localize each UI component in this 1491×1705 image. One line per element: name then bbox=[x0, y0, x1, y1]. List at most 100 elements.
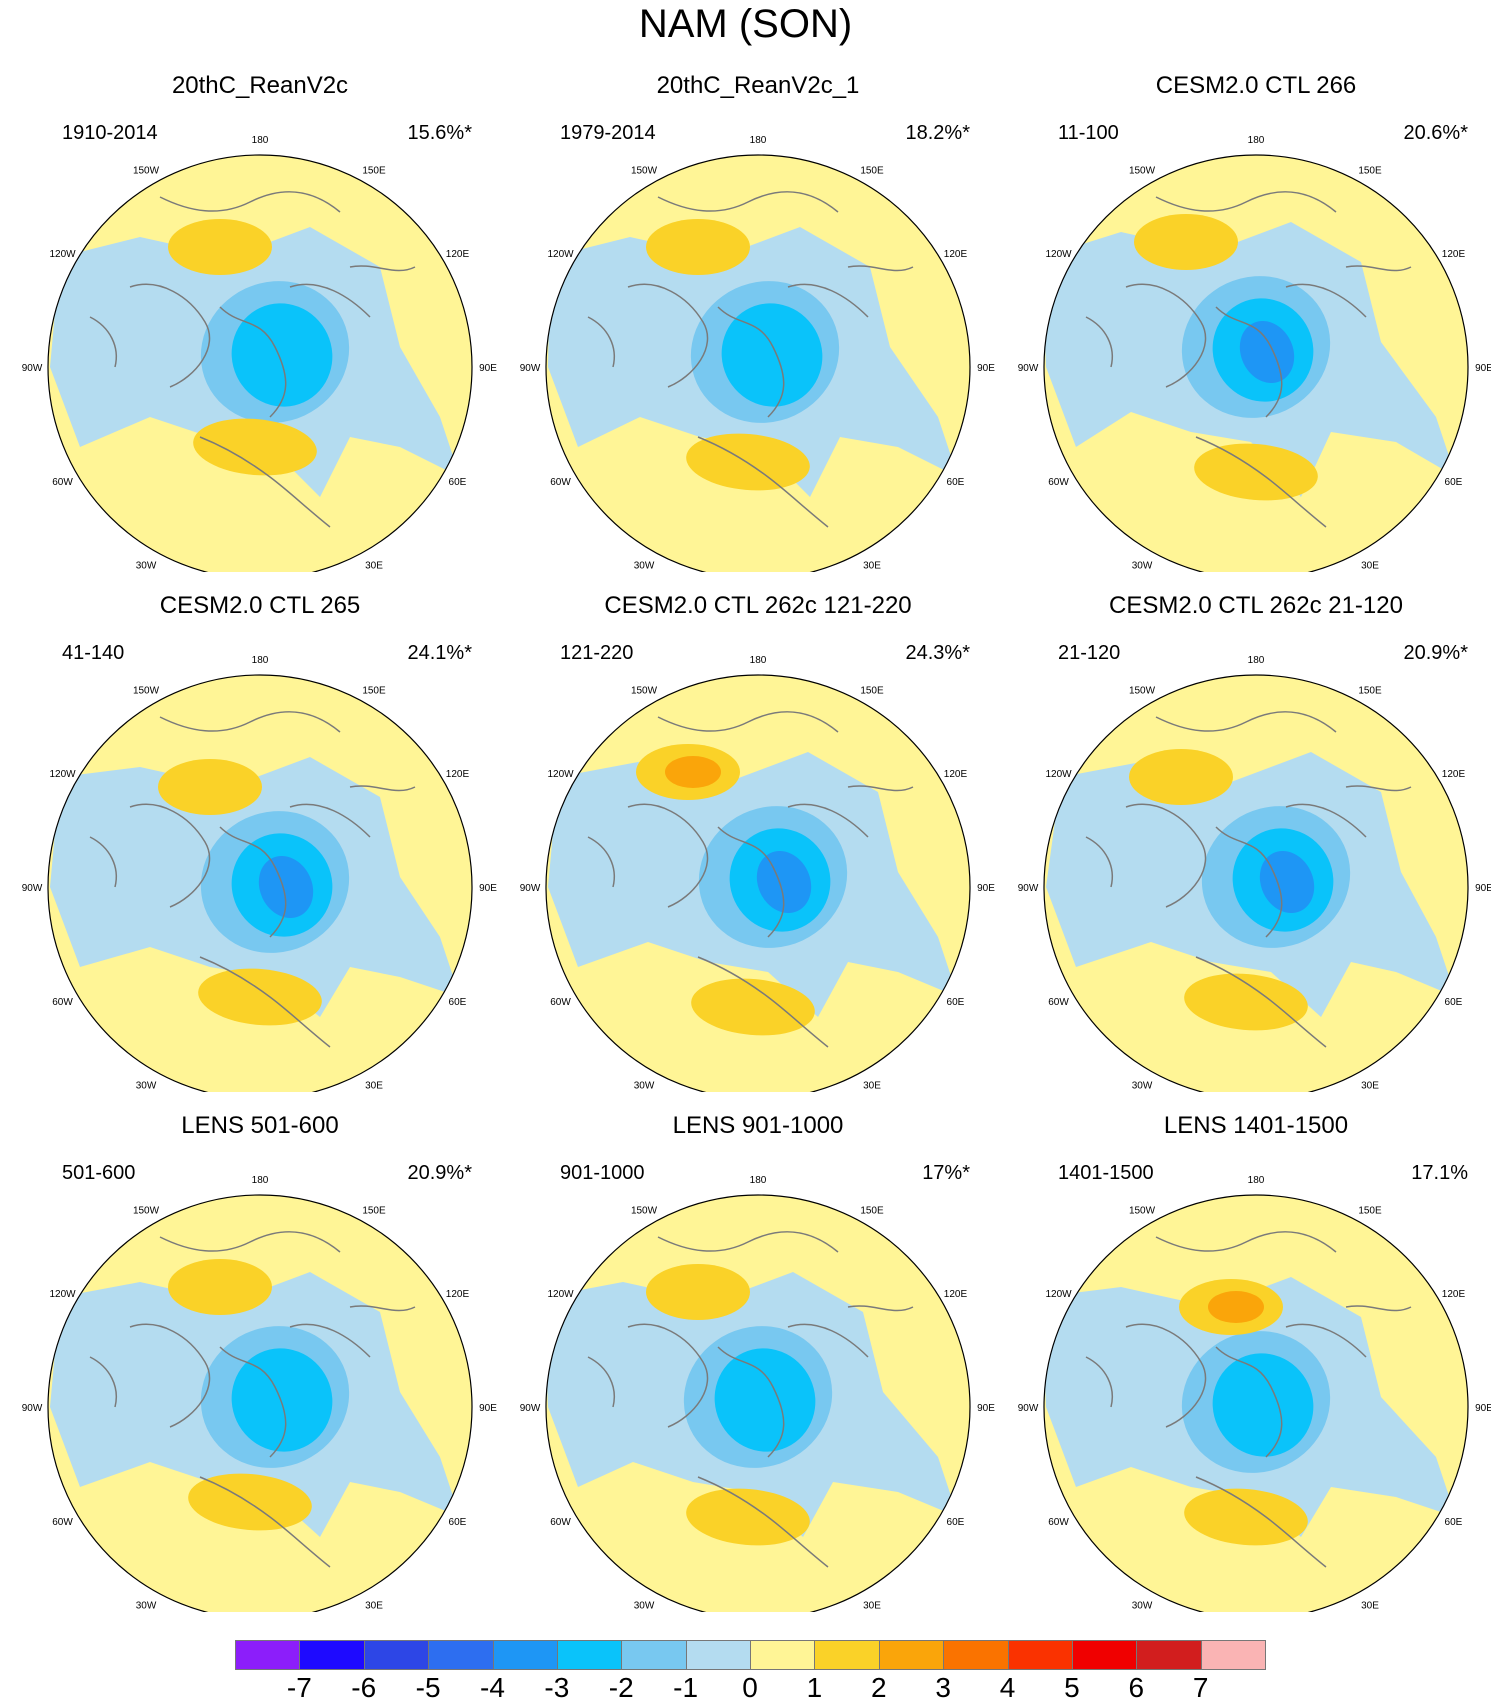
longitude-label: 90E bbox=[479, 883, 497, 894]
map-border bbox=[47, 1194, 473, 1612]
map-border bbox=[1043, 1194, 1469, 1612]
coastline bbox=[1085, 316, 1113, 368]
longitude-label: 150W bbox=[631, 166, 658, 177]
longitude-label: 30E bbox=[863, 560, 881, 571]
longitude-label: 90E bbox=[977, 363, 995, 374]
coastline bbox=[847, 1305, 914, 1312]
longitude-label: 150E bbox=[1358, 1206, 1382, 1217]
coastline bbox=[697, 436, 829, 528]
colorbar-label: -1 bbox=[673, 1672, 699, 1703]
colorbar-label: -7 bbox=[286, 1672, 312, 1703]
negative-region-level3 bbox=[714, 1348, 816, 1452]
longitude-label: 30W bbox=[1132, 1080, 1153, 1091]
positive-region-pacific bbox=[646, 219, 750, 275]
longitude-label: 60W bbox=[52, 477, 73, 488]
longitude-label: 90W bbox=[520, 883, 541, 894]
colorbar-label: 4 bbox=[999, 1672, 1016, 1703]
map-panel: CESM2.0 CTL 266 11-100 20.6%* 180 150E 120E 90… bbox=[1016, 72, 1491, 572]
longitude-label: 60E bbox=[449, 1517, 467, 1528]
longitude-label: 180 bbox=[1248, 1175, 1265, 1186]
map-panel: CESM2.0 CTL 262c 121-220 121-220 24.3%* 180… bbox=[518, 592, 998, 1092]
coastline bbox=[1215, 1346, 1283, 1458]
coastline bbox=[1215, 306, 1283, 418]
panel-period: 41-140 bbox=[62, 642, 125, 664]
positive-region-europe bbox=[1194, 443, 1318, 501]
coastline bbox=[1125, 1323, 1207, 1428]
longitude-label: 30W bbox=[634, 1080, 655, 1091]
panel-variance: 18.2%* bbox=[905, 122, 971, 144]
longitude-label: 60E bbox=[449, 477, 467, 488]
colorbar-label: 1 bbox=[806, 1672, 823, 1703]
colorbar-label: 2 bbox=[870, 1672, 887, 1703]
coastline bbox=[717, 826, 785, 938]
panel-period: 501-600 bbox=[62, 1162, 136, 1184]
coastline bbox=[1195, 956, 1327, 1048]
longitude-label: 30E bbox=[1361, 1080, 1379, 1091]
longitude-label: 90W bbox=[1018, 883, 1039, 894]
longitude-label: 120W bbox=[1045, 1289, 1072, 1300]
coastline bbox=[159, 1231, 341, 1253]
positive-region-europe bbox=[193, 418, 317, 476]
colorbar-swatch bbox=[750, 1640, 816, 1670]
panel-period: 1910-2014 bbox=[62, 122, 158, 144]
colorbar-swatch bbox=[1007, 1640, 1073, 1670]
longitude-label: 180 bbox=[252, 655, 269, 666]
coastline bbox=[1155, 711, 1337, 733]
coastline bbox=[717, 306, 785, 418]
longitude-label: 120E bbox=[446, 249, 470, 260]
coastline bbox=[587, 316, 615, 368]
coastline bbox=[1085, 836, 1113, 888]
longitude-label: 60E bbox=[947, 477, 965, 488]
longitude-label: 150W bbox=[1129, 686, 1156, 697]
map-border bbox=[1043, 154, 1469, 572]
colorbar-swatch bbox=[492, 1640, 558, 1670]
positive-region-pacific bbox=[158, 759, 262, 815]
panel-period: 1401-1500 bbox=[1058, 1162, 1154, 1184]
panel-title: CESM2.0 CTL 266 bbox=[1155, 72, 1357, 99]
longitude-label: 60E bbox=[1445, 997, 1463, 1008]
longitude-label: 180 bbox=[750, 655, 767, 666]
polar-map: 180150E120E90E60E30E030W60W90W120W150W bbox=[22, 655, 497, 1092]
coastline bbox=[159, 191, 341, 213]
coastline bbox=[847, 785, 914, 792]
panel-variance: 24.3%* bbox=[905, 642, 971, 664]
longitude-label: 120W bbox=[49, 249, 76, 260]
longitude-label: 60W bbox=[1048, 1517, 1069, 1528]
colorbar-swatch bbox=[1136, 1640, 1202, 1670]
longitude-label: 60W bbox=[550, 1517, 571, 1528]
coastline bbox=[657, 191, 839, 213]
negative-region-level4 bbox=[1239, 320, 1295, 384]
longitude-label: 90W bbox=[1018, 1403, 1039, 1414]
longitude-label: 30E bbox=[365, 560, 383, 571]
panel-title: 20thC_ReanV2c bbox=[171, 72, 349, 99]
positive-region-europe bbox=[1184, 973, 1308, 1031]
longitude-label: 90E bbox=[479, 1403, 497, 1414]
colorbar-label: -5 bbox=[415, 1672, 441, 1703]
longitude-label: 150E bbox=[362, 1206, 386, 1217]
panel-period: 21-120 bbox=[1058, 642, 1121, 664]
longitude-label: 30W bbox=[136, 1080, 157, 1091]
longitude-label: 30W bbox=[1132, 560, 1153, 571]
longitude-label: 60E bbox=[1445, 477, 1463, 488]
longitude-label: 30E bbox=[365, 1080, 383, 1091]
map-panel: LENS 501-600 501-600 20.9%* 180 150E 120E 90E 6… bbox=[20, 1112, 500, 1612]
longitude-label: 180 bbox=[252, 1175, 269, 1186]
coastline bbox=[219, 1346, 287, 1458]
map-panel: CESM2.0 CTL 265 41-140 24.1%* 180 150E 120E 90… bbox=[20, 592, 500, 1092]
positive-region-pacific bbox=[646, 1264, 750, 1320]
longitude-label: 90E bbox=[1475, 363, 1491, 374]
coastline bbox=[199, 436, 331, 528]
longitude-label: 60E bbox=[947, 1517, 965, 1528]
figure-title: NAM (SON) bbox=[638, 2, 853, 46]
longitude-label: 60W bbox=[1048, 477, 1069, 488]
coastline bbox=[627, 1323, 709, 1428]
map-border bbox=[545, 674, 971, 1092]
colorbar-label: 6 bbox=[1128, 1672, 1145, 1703]
panel-title: LENS 1401-1500 bbox=[1163, 1112, 1349, 1139]
positive-region-europe bbox=[691, 978, 815, 1036]
colorbar-swatch bbox=[363, 1640, 430, 1670]
panel-variance: 15.6%* bbox=[407, 122, 473, 144]
panel-variance: 20.9%* bbox=[1403, 642, 1469, 664]
longitude-label: 150E bbox=[860, 1206, 884, 1217]
longitude-label: 150W bbox=[631, 1206, 658, 1217]
